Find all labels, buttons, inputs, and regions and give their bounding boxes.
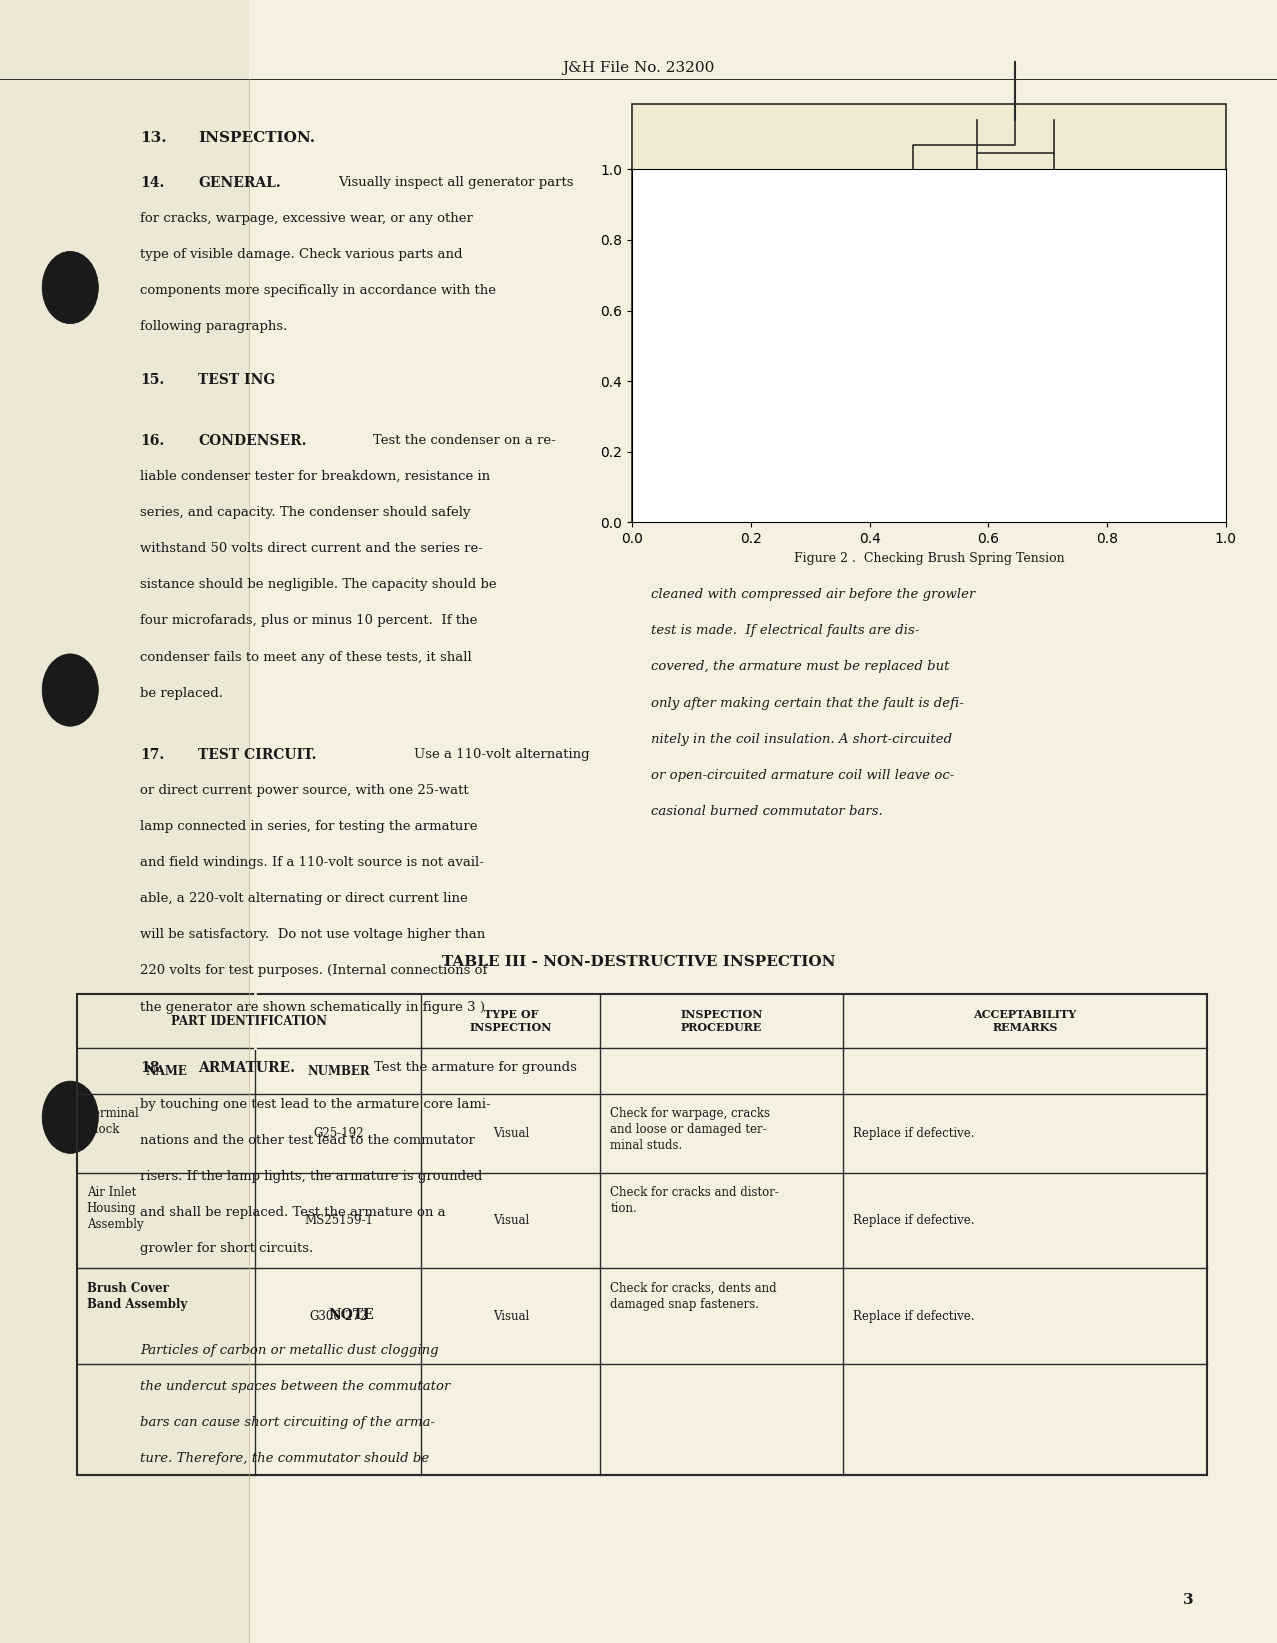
Text: and field windings. If a 110-volt source is not avail-: and field windings. If a 110-volt source…	[140, 856, 484, 869]
Text: INSPECTION
PROCEDURE: INSPECTION PROCEDURE	[681, 1009, 762, 1033]
Text: NOTE: NOTE	[328, 1308, 374, 1323]
Text: MEASURE TENSION WHEN BRUSH
END REACHES THIS POINT: MEASURE TENSION WHEN BRUSH END REACHES T…	[638, 435, 849, 457]
Circle shape	[42, 654, 98, 726]
Text: 3: 3	[1184, 1592, 1194, 1607]
Text: Replace if defective.: Replace if defective.	[853, 1127, 974, 1140]
Text: Use a 110-volt alternating: Use a 110-volt alternating	[414, 748, 590, 761]
Text: Replace if defective.: Replace if defective.	[853, 1309, 974, 1323]
Text: G25-192: G25-192	[313, 1127, 364, 1140]
Text: 16.: 16.	[140, 434, 165, 449]
Text: Check for cracks and distor-
tion.: Check for cracks and distor- tion.	[610, 1186, 779, 1216]
Text: only after making certain that the fault is defi-: only after making certain that the fault…	[651, 697, 964, 710]
Text: lamp connected in series, for testing the armature: lamp connected in series, for testing th…	[140, 820, 478, 833]
Text: G300-272: G300-272	[309, 1309, 368, 1323]
Text: CONDENSER.: CONDENSER.	[198, 434, 306, 449]
Text: casional burned commutator bars.: casional burned commutator bars.	[651, 805, 882, 818]
Text: be replaced.: be replaced.	[140, 687, 223, 700]
Text: nitely in the coil insulation. A short-circuited: nitely in the coil insulation. A short-c…	[651, 733, 953, 746]
Text: Check for warpage, cracks
and loose or damaged ter-
minal studs.: Check for warpage, cracks and loose or d…	[610, 1107, 770, 1152]
Text: Visually inspect all generator parts: Visually inspect all generator parts	[338, 176, 573, 189]
Text: TEST ING: TEST ING	[198, 373, 275, 388]
Text: the undercut spaces between the commutator: the undercut spaces between the commutat…	[140, 1380, 451, 1393]
Text: four microfarads, plus or minus 10 percent.  If the: four microfarads, plus or minus 10 perce…	[140, 614, 478, 628]
Text: able, a 220-volt alternating or direct current line: able, a 220-volt alternating or direct c…	[140, 892, 469, 905]
Bar	[77, 994, 1207, 1475]
Polygon shape	[913, 219, 1002, 399]
Text: TEST CIRCUIT.: TEST CIRCUIT.	[198, 748, 317, 762]
Text: nations and the other test lead to the commutator: nations and the other test lead to the c…	[140, 1134, 475, 1147]
Text: 17.: 17.	[140, 748, 165, 762]
Text: by touching one test lead to the armature core lami-: by touching one test lead to the armatur…	[140, 1098, 492, 1111]
Text: PART IDENTIFICATION: PART IDENTIFICATION	[171, 1015, 327, 1027]
Text: INSPECTION.: INSPECTION.	[198, 131, 315, 146]
Bar	[0, 0, 249, 1643]
Polygon shape	[811, 219, 900, 399]
Circle shape	[42, 251, 98, 324]
Text: 13.: 13.	[140, 131, 167, 146]
Text: sistance should be negligible. The capacity should be: sistance should be negligible. The capac…	[140, 578, 497, 591]
Text: TABLE III - NON-DESTRUCTIVE INSPECTION: TABLE III - NON-DESTRUCTIVE INSPECTION	[442, 955, 835, 969]
Bar	[696, 210, 1143, 407]
Text: Brush Cover
Band Assembly: Brush Cover Band Assembly	[87, 1282, 188, 1311]
Text: MS25159-1: MS25159-1	[304, 1214, 373, 1227]
Text: Visual: Visual	[493, 1127, 529, 1140]
Text: following paragraphs.: following paragraphs.	[140, 320, 287, 334]
Circle shape	[42, 1081, 98, 1153]
Text: Replace if defective.: Replace if defective.	[853, 1214, 974, 1227]
Text: growler for short circuits.: growler for short circuits.	[140, 1242, 314, 1255]
Text: TYPE OF
INSPECTION: TYPE OF INSPECTION	[470, 1009, 552, 1033]
Text: risers. If the lamp lights, the armature is grounded: risers. If the lamp lights, the armature…	[140, 1170, 483, 1183]
Polygon shape	[709, 219, 798, 399]
Text: covered, the armature must be replaced but: covered, the armature must be replaced b…	[651, 660, 950, 674]
Text: components more specifically in accordance with the: components more specifically in accordan…	[140, 284, 497, 297]
Text: or direct current power source, with one 25-watt: or direct current power source, with one…	[140, 784, 469, 797]
Text: 220 volts for test purposes. (Internal connections of: 220 volts for test purposes. (Internal c…	[140, 964, 488, 978]
Text: Particles of carbon or metallic dust clogging: Particles of carbon or metallic dust clo…	[140, 1344, 439, 1357]
Text: will be satisfactory.  Do not use voltage higher than: will be satisfactory. Do not use voltage…	[140, 928, 485, 941]
Text: ture. Therefore, the commutator should be: ture. Therefore, the commutator should b…	[140, 1452, 430, 1466]
Text: NAME: NAME	[146, 1065, 186, 1078]
Text: liable condenser tester for breakdown, resistance in: liable condenser tester for breakdown, r…	[140, 470, 490, 483]
Text: Visual: Visual	[493, 1214, 529, 1227]
Text: withstand 50 volts direct current and the series re-: withstand 50 volts direct current and th…	[140, 542, 484, 555]
Text: Visual: Visual	[493, 1309, 529, 1323]
Text: or open-circuited armature coil will leave oc-: or open-circuited armature coil will lea…	[651, 769, 954, 782]
Text: the generator are shown schematically in figure 3 ): the generator are shown schematically in…	[140, 1001, 485, 1014]
Text: 18.: 18.	[140, 1061, 165, 1076]
Text: 14.: 14.	[140, 176, 165, 191]
Text: Air Inlet
Housing
Assembly: Air Inlet Housing Assembly	[87, 1186, 143, 1231]
Text: Figure 2 .  Checking Brush Spring Tension: Figure 2 . Checking Brush Spring Tension	[794, 552, 1064, 565]
Text: cleaned with compressed air before the growler: cleaned with compressed air before the g…	[651, 588, 976, 601]
Text: J&H File No. 23200: J&H File No. 23200	[562, 61, 715, 76]
Text: Test the condenser on a re-: Test the condenser on a re-	[373, 434, 555, 447]
Text: and shall be replaced. Test the armature on a: and shall be replaced. Test the armature…	[140, 1206, 446, 1219]
Text: Terminal
Block: Terminal Block	[87, 1107, 139, 1137]
Text: condenser fails to meet any of these tests, it shall: condenser fails to meet any of these tes…	[140, 651, 472, 664]
Text: ARMATURE.: ARMATURE.	[198, 1061, 295, 1076]
Text: 15.: 15.	[140, 373, 165, 388]
Text: Test the armature for grounds: Test the armature for grounds	[374, 1061, 577, 1075]
Text: Check for cracks, dents and
damaged snap fasteners.: Check for cracks, dents and damaged snap…	[610, 1282, 776, 1311]
Text: bars can cause short circuiting of the arma-: bars can cause short circuiting of the a…	[140, 1416, 435, 1429]
Bar	[632, 104, 1226, 522]
Text: GENERAL.: GENERAL.	[198, 176, 281, 191]
Text: test is made.  If electrical faults are dis-: test is made. If electrical faults are d…	[651, 624, 919, 637]
Text: ACCEPTABILITY
REMARKS: ACCEPTABILITY REMARKS	[973, 1009, 1077, 1033]
Text: type of visible damage. Check various parts and: type of visible damage. Check various pa…	[140, 248, 464, 261]
Text: series, and capacity. The condenser should safely: series, and capacity. The condenser shou…	[140, 506, 471, 519]
Text: NUMBER: NUMBER	[306, 1065, 370, 1078]
Text: for cracks, warpage, excessive wear, or any other: for cracks, warpage, excessive wear, or …	[140, 212, 474, 225]
